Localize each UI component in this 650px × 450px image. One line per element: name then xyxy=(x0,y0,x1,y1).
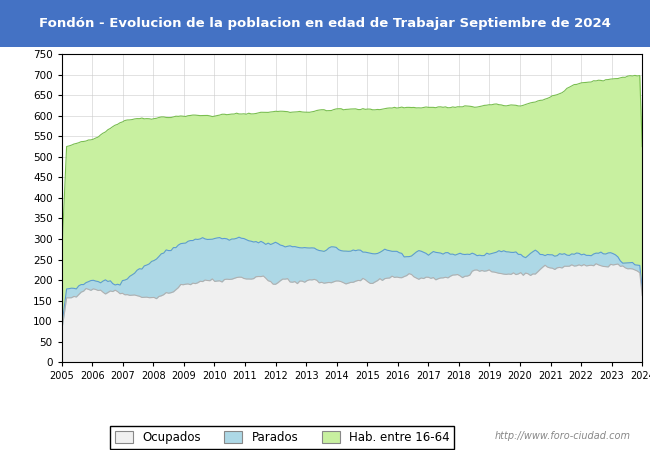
Legend: Ocupados, Parados, Hab. entre 16-64: Ocupados, Parados, Hab. entre 16-64 xyxy=(111,426,454,449)
Text: Fondón - Evolucion de la poblacion en edad de Trabajar Septiembre de 2024: Fondón - Evolucion de la poblacion en ed… xyxy=(39,17,611,30)
Text: http://www.foro-ciudad.com: http://www.foro-ciudad.com xyxy=(495,431,630,441)
